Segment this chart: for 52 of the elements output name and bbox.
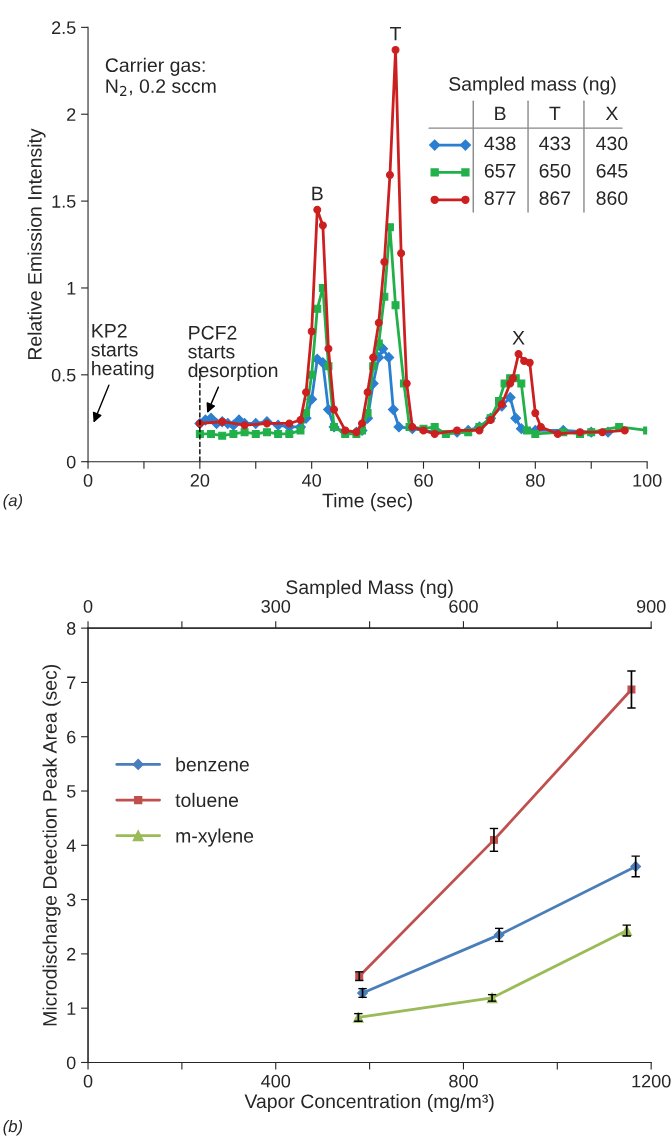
text: 438 433 430 — [484, 136, 628, 151]
x-tick-label: 0 — [83, 1074, 93, 1088]
text: 877 867 860 — [484, 191, 628, 206]
legend-label: benzene — [176, 757, 249, 772]
annotation: X — [512, 331, 525, 345]
text: (b) — [3, 1119, 23, 1136]
x2-axis-title: Sampled Mass (ng) — [286, 579, 453, 598]
text: 657 650 645 — [484, 163, 628, 178]
y-tick-label: 0 — [66, 455, 76, 469]
text: B — [495, 106, 506, 121]
x-tick-label: 800 — [449, 1074, 478, 1088]
y-axis-title: Relative Emission Intensity — [27, 128, 46, 360]
y-tick-label: 8 — [66, 622, 76, 635]
legend-title: Sampled mass (ng) — [449, 76, 616, 95]
annotation: T — [390, 26, 402, 41]
annotation: PCF2 starts desorption — [188, 325, 278, 382]
x2-tick-label: 0 — [83, 599, 93, 613]
y-tick-label: 1 — [67, 1002, 76, 1015]
y-tick-label: 4 — [66, 839, 76, 852]
x-tick-label: 40 — [302, 473, 322, 487]
y-tick-label: 3 — [66, 893, 76, 907]
y-axis-title: Microdischarge Detection Peak Area (sec) — [42, 664, 61, 1026]
y-tick-label: 2.5 — [52, 21, 76, 35]
y-tick-label: 0.5 — [51, 368, 76, 382]
annotation: Carrier gas: N$_{2}$, 0.2 sccm — [105, 57, 216, 96]
y-tick-label: 6 — [67, 730, 76, 744]
text: X — [605, 106, 618, 121]
y-tick-label: 1.5 — [52, 195, 76, 208]
annotation: B — [312, 186, 323, 201]
y-tick-label: 5 — [66, 785, 76, 798]
x-tick-label: 60 — [414, 473, 433, 487]
x2-tick-label: 600 — [449, 599, 478, 613]
x2-tick-label: 900 — [636, 599, 666, 613]
text: T — [549, 106, 561, 121]
x-tick-label: 1200 — [632, 1074, 671, 1088]
legend-label: m-xylene — [176, 828, 254, 847]
x-tick-label: 80 — [526, 473, 545, 487]
x-tick-label: 20 — [190, 473, 210, 487]
y-tick-label: 7 — [67, 676, 76, 689]
y-tick-label: 1 — [67, 282, 76, 295]
annotation: KP2 starts heating — [91, 323, 154, 380]
y-tick-label: 2 — [67, 108, 76, 121]
x-tick-label: 0 — [83, 473, 93, 487]
x-axis-title: Vapor Concentration (mg/m³) — [244, 1093, 494, 1113]
x2-tick-label: 300 — [261, 599, 291, 613]
x-tick-label: 100 — [633, 473, 662, 487]
x-axis-title: Time (sec) — [322, 493, 412, 512]
y-tick-label: 2 — [67, 947, 76, 961]
x-tick-label: 400 — [261, 1074, 291, 1088]
y-tick-label: 0 — [66, 1056, 76, 1070]
text: (a) — [3, 494, 23, 510]
legend-label: toluene — [175, 792, 239, 808]
